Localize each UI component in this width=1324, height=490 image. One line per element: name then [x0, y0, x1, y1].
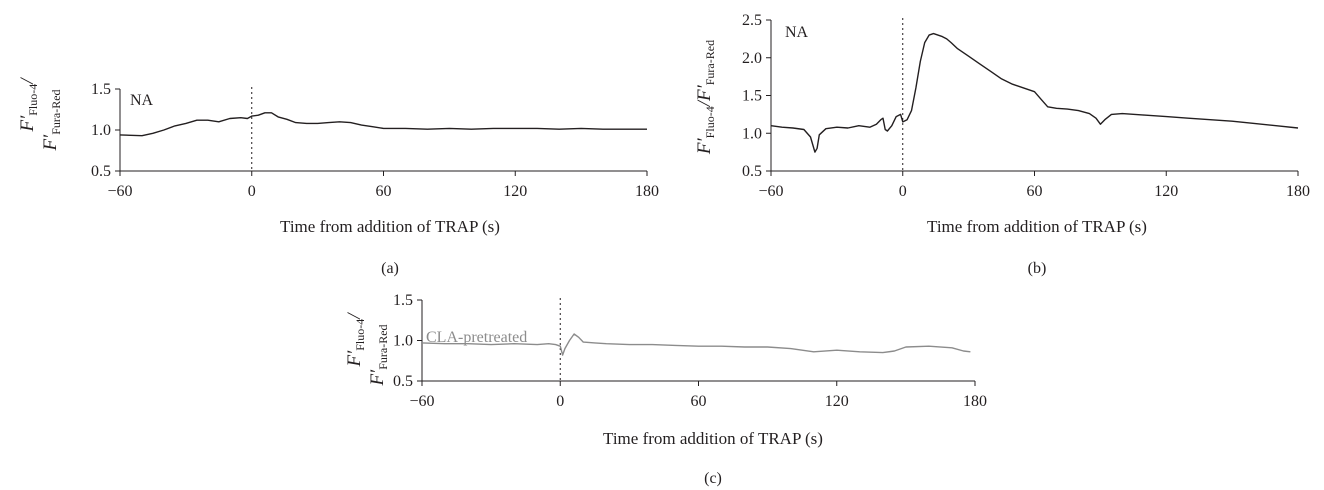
x-tick-label: 120 [825, 393, 849, 410]
x-tick-label: 120 [503, 183, 527, 200]
x-tick-label: 60 [1027, 183, 1043, 200]
x-tick-label: 180 [1286, 183, 1310, 200]
x-axis-title: Time from addition of TRAP (s) [603, 429, 823, 448]
y-tick-label: 1.0 [742, 125, 762, 142]
y-axis-title-line1: F′Fluo-4/ [344, 312, 367, 368]
y-tick-label: 1.5 [742, 88, 762, 105]
x-tick-label: −60 [107, 183, 132, 200]
y-axis-title-line2: F′Fura-Red [40, 89, 63, 151]
x-tick-label: 0 [556, 393, 564, 410]
annotation-na: NA [785, 24, 809, 41]
x-tick-label: 180 [963, 393, 987, 410]
y-axis-title: F′Fluo-4/F′Fura-Red [694, 40, 717, 155]
panel-a: F′Fluo-4/ F′Fura-Red NA Time from additi… [17, 77, 659, 277]
series-line [421, 333, 971, 356]
y-tick-label: 1.5 [393, 292, 413, 309]
x-tick-label: −60 [409, 393, 434, 410]
x-tick-label: 120 [1154, 183, 1178, 200]
panel-label: (a) [381, 260, 399, 277]
y-tick-label: 2.0 [742, 50, 762, 67]
y-tick-label: 1.0 [393, 333, 413, 350]
x-tick-label: 60 [376, 183, 392, 200]
series-line [119, 112, 647, 137]
y-axis-title-line2: F′Fura-Red [367, 324, 390, 386]
x-tick-label: 180 [635, 183, 659, 200]
x-axis-title: Time from addition of TRAP (s) [927, 217, 1147, 236]
series-line [770, 32, 1299, 153]
y-tick-label: 1.0 [91, 122, 111, 139]
annotation-na: NA [130, 92, 154, 109]
panel-c: F′Fluo-4/ F′Fura-Red CLA-pretreated Time… [344, 292, 987, 487]
x-tick-label: −60 [758, 183, 783, 200]
y-tick-label: 0.5 [742, 163, 762, 180]
y-tick-label: 0.5 [393, 373, 413, 390]
y-axis-title-line1: F′Fluo-4/ [17, 77, 40, 133]
annotation-cla-pretreated: CLA-pretreated [426, 329, 527, 346]
x-axis-title: Time from addition of TRAP (s) [280, 217, 500, 236]
x-tick-label: 60 [691, 393, 707, 410]
panel-label: (b) [1028, 260, 1047, 277]
panel-label: (c) [704, 470, 722, 487]
x-tick-label: 0 [248, 183, 256, 200]
x-tick-label: 0 [899, 183, 907, 200]
y-tick-label: 0.5 [91, 163, 111, 180]
y-tick-label: 1.5 [91, 81, 111, 98]
panel-b: F′Fluo-4/F′Fura-Red NA Time from additio… [694, 12, 1310, 277]
y-tick-label: 2.5 [742, 12, 762, 29]
